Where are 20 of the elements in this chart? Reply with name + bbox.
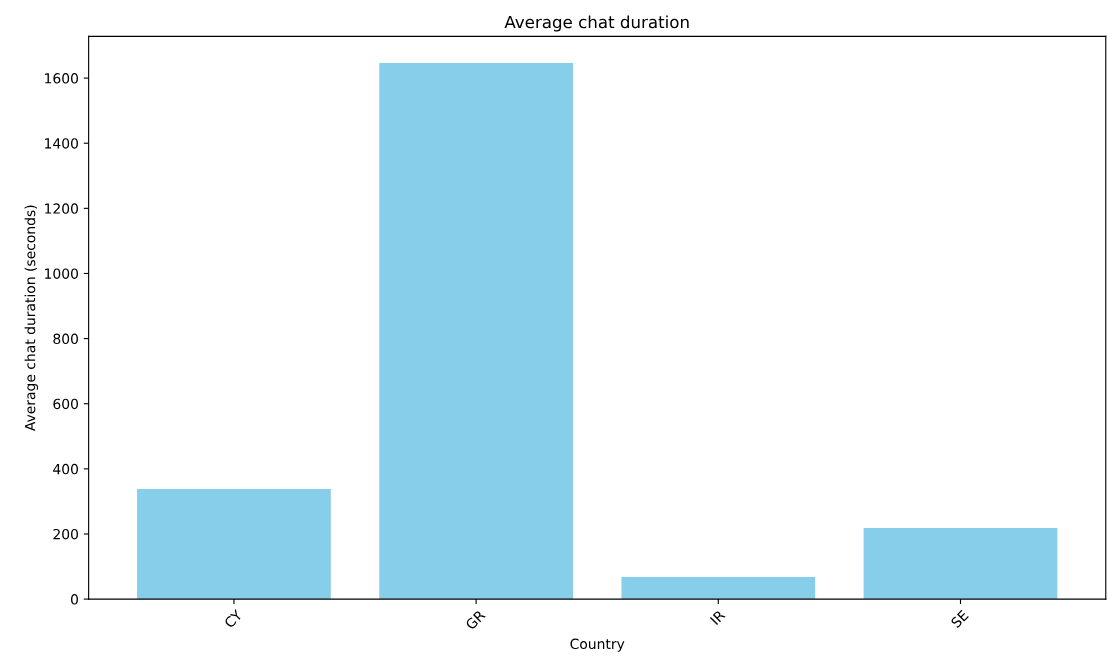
chart-title: Average chat duration (504, 15, 689, 32)
x-tick-label: CY (223, 608, 244, 629)
bar (621, 576, 816, 600)
x-axis-title: Country (570, 638, 625, 652)
y-tick-label: 0 (71, 594, 78, 605)
x-tick-label: GR (464, 609, 486, 631)
x-tick-label: SE (950, 609, 969, 629)
x-tick-label: IR (709, 609, 726, 626)
y-tick-label: 600 (53, 398, 78, 410)
bar (137, 489, 331, 600)
bar (863, 528, 1058, 600)
y-axis-title: Average chat duration (seconds) (24, 205, 39, 432)
y-tick-label: 800 (53, 333, 78, 345)
y-tick-label: 200 (53, 528, 78, 540)
y-tick-label: 1000 (45, 268, 78, 279)
y-tick-label: 400 (53, 463, 78, 475)
bar (379, 63, 573, 600)
y-tick-label: 1400 (45, 138, 78, 149)
y-tick-label: 1200 (45, 203, 78, 214)
y-tick-label: 1600 (45, 73, 78, 84)
